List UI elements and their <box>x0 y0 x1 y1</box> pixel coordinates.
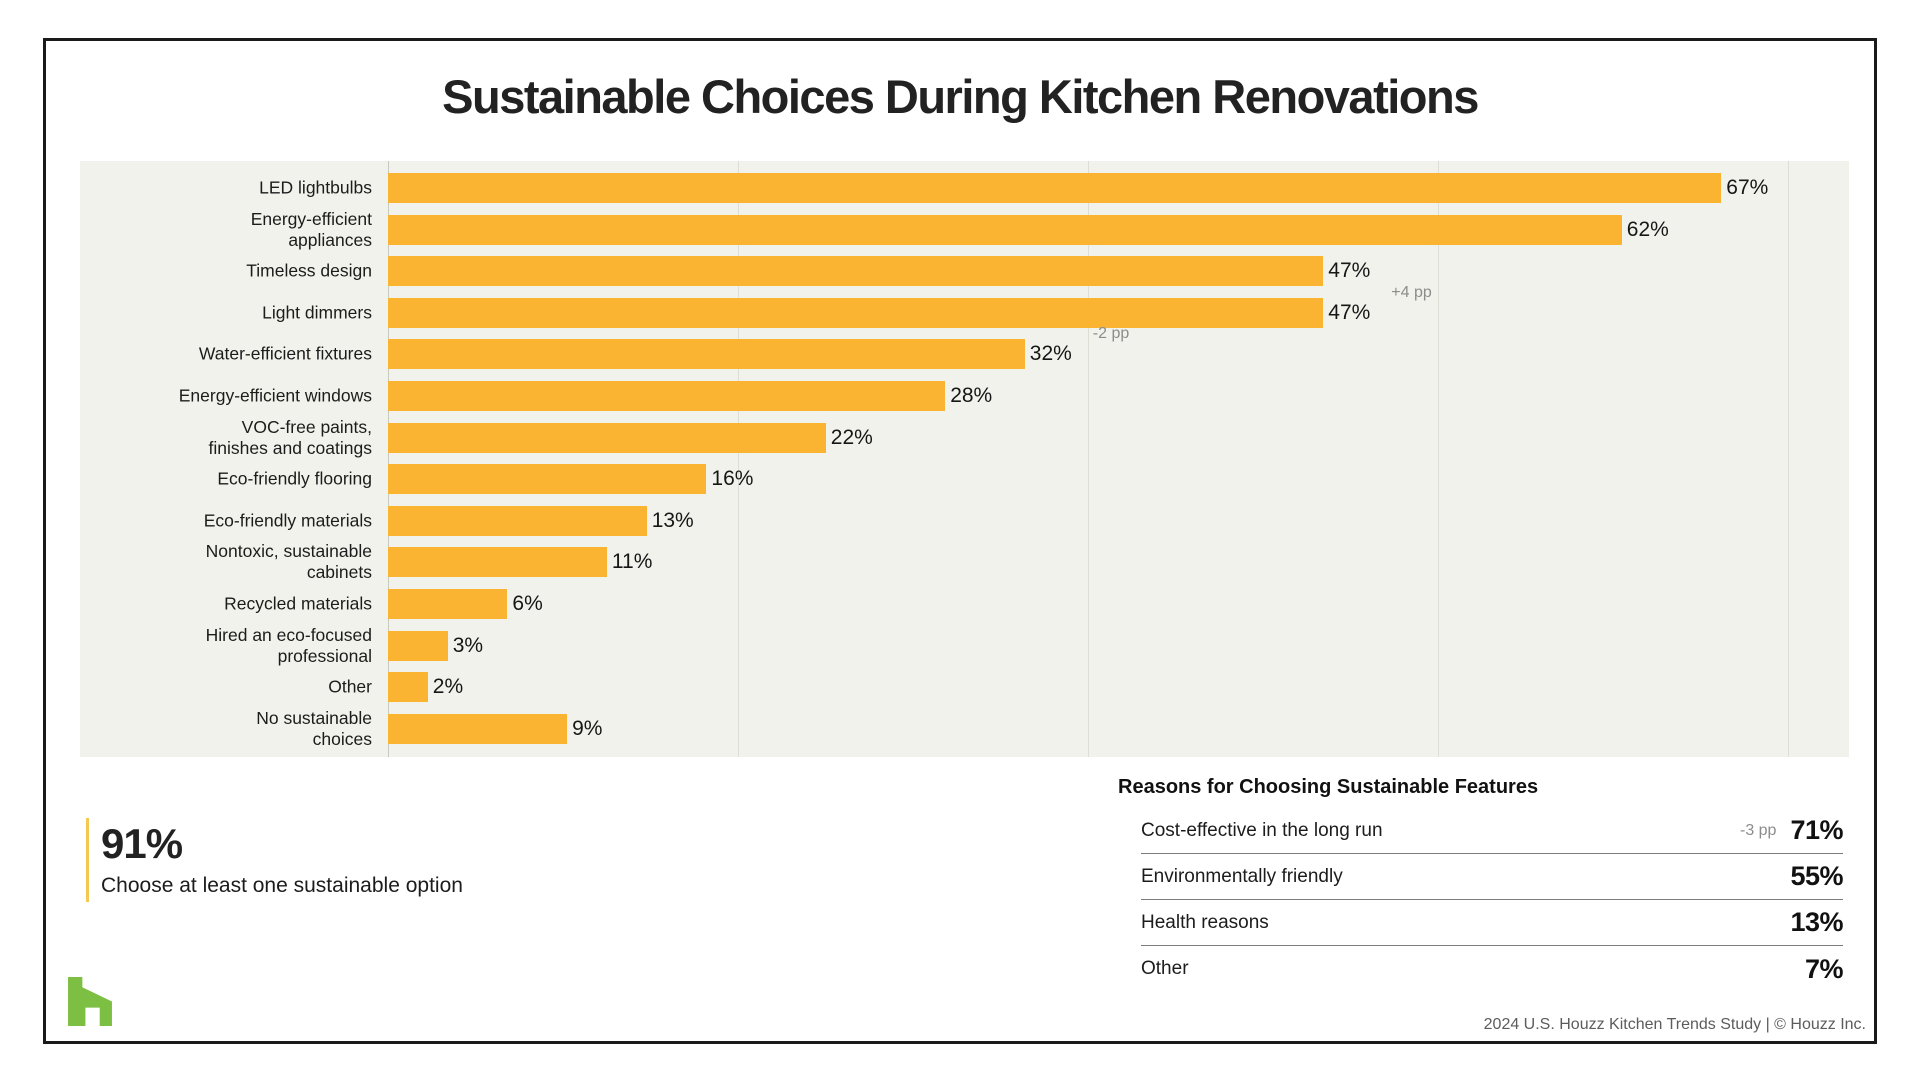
bar-label: Eco-friendly materials <box>203 510 372 531</box>
bar-label: Water-efficient fixtures <box>198 343 372 364</box>
bar-value-label: 28% <box>950 384 993 407</box>
bar-label: LED lightbulbs <box>259 177 372 198</box>
bar-value-label: 2% <box>432 675 464 699</box>
source-credit: 2024 U.S. Houzz Kitchen Trends Study | ©… <box>1483 1016 1866 1033</box>
bar <box>388 256 1324 287</box>
bar <box>388 297 1324 328</box>
bar <box>388 464 707 495</box>
houzz-logo-icon <box>68 977 112 1026</box>
bar-row: Hired an eco-focused professional 3% <box>80 625 1849 666</box>
reason-label: Other <box>1141 958 1189 979</box>
bar-delta-annotation: -2 pp <box>1092 325 1130 343</box>
bar-label: Energy-efficient appliances <box>250 208 372 250</box>
bar-value-label: 16% <box>711 467 754 491</box>
bar-label: Recycled materials <box>224 593 372 614</box>
bar <box>388 672 428 703</box>
bar <box>388 173 1722 203</box>
bar-row: Timeless design 47% <box>80 256 1849 287</box>
bar-label: Hired an eco-focused professional <box>205 624 372 666</box>
highlight-stat-caption: Choose at least one sustainable option <box>101 874 463 897</box>
reason-delta-annotation: -3 pp <box>1739 821 1777 839</box>
bar <box>388 339 1025 370</box>
page-title: Sustainable Choices During Kitchen Renov… <box>442 70 1479 123</box>
bar-row: LED lightbulbs 67% <box>80 173 1849 203</box>
bar-value-label: 11% <box>611 550 653 574</box>
reason-row: Health reasons 13% <box>1141 900 1843 946</box>
bar-row: No sustainable choices 9% <box>80 708 1849 749</box>
bar-value-label: 9% <box>572 716 603 740</box>
reason-value: 7% <box>1804 953 1844 984</box>
highlight-stat: 91% Choose at least one sustainable opti… <box>86 818 463 902</box>
reason-row: Cost-effective in the long run -3 pp 71% <box>1141 808 1843 854</box>
bar-label: No sustainable choices <box>256 707 372 749</box>
bar-row: VOC-free paints, finishes and coatings 22… <box>80 417 1849 458</box>
bar <box>388 547 607 578</box>
bar-value-label: 6% <box>512 592 543 615</box>
gridline <box>1788 161 1789 757</box>
reason-value: 55% <box>1790 861 1843 891</box>
y-axis-line <box>388 161 389 757</box>
reason-label: Cost-effective in the long run <box>1141 819 1383 841</box>
bar <box>388 505 647 536</box>
bar-value-label: 47% <box>1328 259 1371 283</box>
reason-value: 71% <box>1790 815 1843 845</box>
bar <box>388 214 1622 245</box>
gridline <box>1438 161 1439 757</box>
bar-row: Nontoxic, sustainable cabinets 11% <box>80 541 1849 582</box>
reason-label: Environmentally friendly <box>1141 865 1343 887</box>
bar <box>388 589 508 619</box>
bar-row: Other 2% <box>80 672 1849 703</box>
bar-label: Energy-efficient windows <box>178 385 372 406</box>
bar-value-label: 47% <box>1328 300 1371 324</box>
reasons-heading: Reasons for Choosing Sustainable Feature… <box>1118 776 1539 798</box>
bar-value-label: 67% <box>1726 176 1769 199</box>
gridline <box>1088 161 1089 757</box>
reason-row: Other 7% <box>1141 946 1844 992</box>
bar-value-label: 32% <box>1029 342 1072 366</box>
bar <box>388 381 946 411</box>
bar-label: Eco-friendly flooring <box>217 468 372 489</box>
bar-value-label: 22% <box>830 425 873 449</box>
bar-label: Nontoxic, sustainable cabinets <box>205 541 372 583</box>
bar-label: VOC-free paints, finishes and coatings <box>208 416 372 458</box>
bar <box>388 630 448 661</box>
bar-value-label: 3% <box>452 633 484 657</box>
bar-value-label: 13% <box>651 508 694 532</box>
reason-label: Health reasons <box>1141 911 1269 933</box>
bar <box>388 422 826 453</box>
bar-chart-panel: LED lightbulbs 67% Energy-efficient applia… <box>80 161 1849 757</box>
infographic-frame: Sustainable Choices During Kitchen Renov… <box>43 38 1877 1044</box>
highlight-stat-value: 91% <box>101 820 183 867</box>
bar-delta-annotation: +4 pp <box>1391 283 1432 301</box>
bar-value-label: 62% <box>1626 217 1669 241</box>
bar-row: Recycled materials 6% <box>80 589 1849 619</box>
bar-label: Light dimmers <box>262 302 372 323</box>
gridline <box>738 161 739 757</box>
reason-value: 13% <box>1790 907 1843 937</box>
bar-label: Other <box>328 676 372 697</box>
bar-row: Water-efficient fixtures 32% -2 pp <box>80 325 1849 370</box>
bar-label: Timeless design <box>246 260 372 281</box>
bar <box>388 713 568 744</box>
bar-row: Energy-efficient windows 28% <box>80 381 1849 411</box>
reasons-table: Cost-effective in the long run -3 pp 71% En… <box>1141 808 1844 992</box>
bar-row: Energy-efficient appliances 62% <box>80 209 1849 250</box>
reason-row: Environmentally friendly 55% <box>1141 854 1843 900</box>
bar-row: Light dimmers 47% +4 pp <box>80 284 1849 328</box>
bar-row: Eco-friendly flooring 16% <box>80 464 1849 495</box>
bar-row: Eco-friendly materials 13% <box>80 505 1849 536</box>
